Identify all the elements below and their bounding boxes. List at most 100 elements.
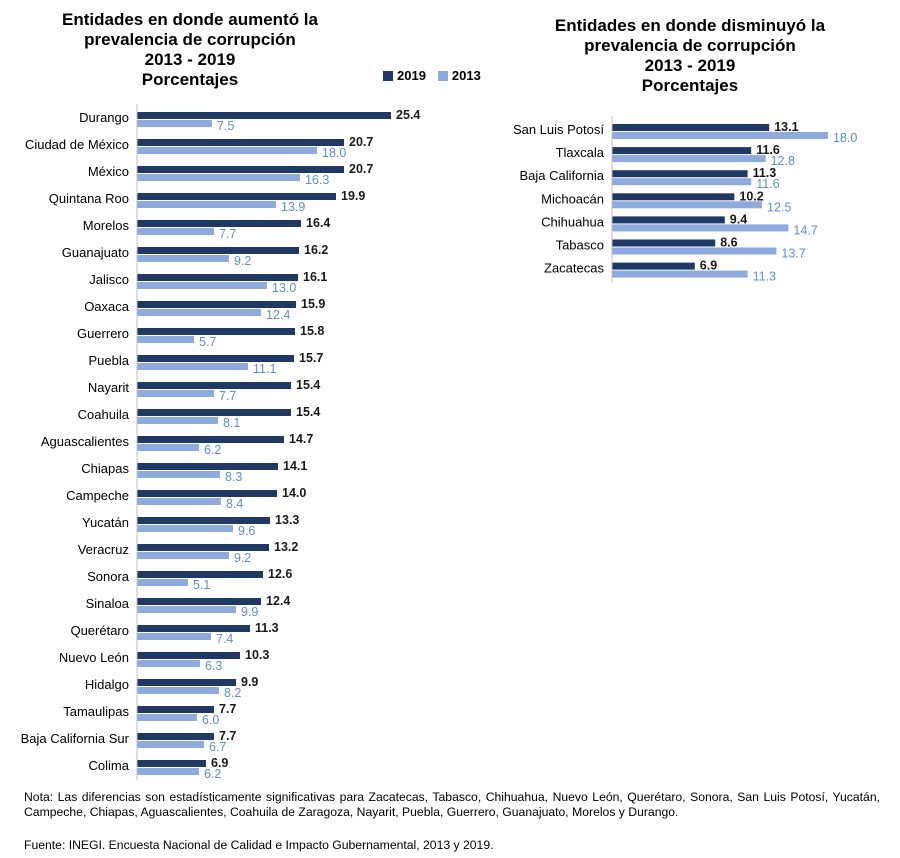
left-chart-value-label-2013: 6.0 bbox=[202, 713, 219, 727]
left-chart-bar-2019 bbox=[137, 436, 284, 443]
left-chart-category-label: Jalisco bbox=[89, 272, 129, 287]
left-chart-value-label-2013: 18.0 bbox=[322, 146, 346, 160]
left-chart-bar-2013 bbox=[137, 633, 211, 640]
left-chart-bar-2019 bbox=[137, 193, 336, 200]
right-chart-bar-2013 bbox=[612, 270, 748, 278]
left-chart-category-label: Puebla bbox=[89, 353, 130, 368]
right-chart-bar-2019 bbox=[612, 170, 748, 178]
right-chart-value-label-2013: 11.6 bbox=[756, 177, 779, 191]
right-chart-value-label-2013: 12.5 bbox=[767, 200, 791, 214]
right-chart-value-label-2013: 12.8 bbox=[771, 154, 795, 168]
right-chart-value-label-2019: 11.3 bbox=[753, 166, 777, 180]
left-chart-value-label-2019: 16.2 bbox=[304, 243, 328, 257]
left-chart-bar-2013 bbox=[137, 471, 220, 478]
left-chart-value-label-2019: 15.4 bbox=[296, 405, 320, 419]
left-chart-value-label-2013: 9.2 bbox=[234, 551, 251, 565]
left-chart-value-label-2019: 7.7 bbox=[219, 702, 236, 716]
left-chart-value-label-2013: 8.1 bbox=[223, 416, 240, 430]
left-chart-category-label: Guerrero bbox=[77, 326, 129, 341]
left-chart-value-label-2013: 5.1 bbox=[193, 578, 210, 592]
right-chart-bar-2019 bbox=[612, 216, 725, 224]
left-chart-category-label: Morelos bbox=[83, 218, 130, 233]
footnote: Nota: Las diferencias son estadísticamen… bbox=[24, 790, 880, 819]
left-chart-bar-2019 bbox=[137, 760, 206, 767]
left-chart-bar-2019 bbox=[137, 625, 250, 632]
left-chart-category-label: Campeche bbox=[66, 488, 129, 503]
left-chart-value-label-2013: 6.3 bbox=[205, 659, 222, 673]
left-chart-bar-2019 bbox=[137, 652, 240, 659]
left-chart-value-label-2013: 16.3 bbox=[305, 173, 329, 187]
left-chart-bar-2013 bbox=[137, 660, 200, 667]
left-chart-bar-2013 bbox=[137, 687, 219, 694]
left-chart-bar-2013 bbox=[137, 714, 197, 721]
left-chart-value-label-2013: 7.7 bbox=[219, 227, 236, 241]
right-title-line-2: prevalencia de corrupción bbox=[584, 36, 796, 55]
legend-label-2013: 2013 bbox=[451, 68, 481, 83]
left-chart-value-label-2019: 19.9 bbox=[341, 189, 365, 203]
right-title-line-3: 2013 - 2019 bbox=[644, 56, 736, 75]
left-chart-category-label: Aguascalientes bbox=[41, 434, 130, 449]
left-chart-value-label-2019: 11.3 bbox=[255, 621, 279, 635]
right-chart-category-label: Chihuahua bbox=[541, 214, 605, 229]
left-chart-category-label: Baja California Sur bbox=[21, 731, 130, 746]
left-chart-bar-2013 bbox=[137, 201, 276, 208]
legend-swatch-2013 bbox=[437, 70, 448, 81]
left-chart-bar-2013 bbox=[137, 174, 300, 181]
left-chart-bar-2013 bbox=[137, 606, 236, 613]
right-chart-bar-2019 bbox=[612, 147, 752, 155]
left-chart-category-label: Guanajuato bbox=[62, 245, 129, 260]
left-chart-bar-2019 bbox=[137, 112, 391, 119]
left-chart-value-label-2019: 15.4 bbox=[296, 378, 320, 392]
left-chart-value-label-2019: 14.7 bbox=[289, 432, 313, 446]
left-chart-category-label: Coahuila bbox=[78, 407, 130, 422]
right-chart-value-label-2013: 18.0 bbox=[833, 131, 857, 145]
left-chart-bar-2019 bbox=[137, 166, 344, 173]
source-note: Fuente: INEGI. Encuesta Nacional de Cali… bbox=[24, 838, 494, 852]
right-chart-bar-2019 bbox=[612, 239, 716, 247]
left-chart-bar-2013 bbox=[137, 768, 199, 775]
left-chart-category-label: Quintana Roo bbox=[49, 191, 129, 206]
left-chart-value-label-2013: 6.2 bbox=[204, 767, 221, 781]
left-chart-bar-2013 bbox=[137, 120, 212, 127]
left-chart-bar-2019 bbox=[137, 544, 269, 551]
legend: 2019 2013 bbox=[383, 68, 489, 83]
left-chart-bar-2013 bbox=[137, 552, 229, 559]
right-chart-value-label-2019: 11.6 bbox=[756, 143, 780, 157]
left-chart-bar-2019 bbox=[137, 463, 278, 470]
right-chart-category-label: San Luis Potosí bbox=[513, 122, 604, 137]
left-chart-bar-2019 bbox=[137, 517, 270, 524]
left-chart-value-label-2013: 6.2 bbox=[204, 443, 221, 457]
left-chart-value-label-2019: 10.3 bbox=[245, 648, 269, 662]
left-chart-category-label: Nayarit bbox=[88, 380, 130, 395]
left-chart-value-label-2013: 12.4 bbox=[266, 308, 290, 322]
left-chart-category-label: Oaxaca bbox=[84, 299, 130, 314]
left-chart-bar-2019 bbox=[137, 328, 295, 335]
left-chart-category-label: Tamaulipas bbox=[63, 704, 129, 719]
right-chart-value-label-2013: 11.3 bbox=[753, 270, 776, 284]
left-chart-value-label-2019: 16.1 bbox=[303, 270, 327, 284]
left-chart-bar-2013 bbox=[137, 741, 204, 748]
left-chart-value-label-2013: 13.0 bbox=[272, 281, 296, 295]
left-chart-value-label-2013: 9.9 bbox=[241, 605, 258, 619]
left-chart-bar-2013 bbox=[137, 498, 221, 505]
right-chart-title: Entidades en donde disminuyó la prevalen… bbox=[535, 16, 845, 96]
left-chart-bar-2013 bbox=[137, 417, 218, 424]
left-chart-value-label-2019: 16.4 bbox=[306, 216, 330, 230]
left-chart-category-label: Sonora bbox=[87, 569, 130, 584]
left-chart-value-label-2019: 15.8 bbox=[300, 324, 324, 338]
left-chart-value-label-2013: 5.7 bbox=[199, 335, 216, 349]
left-chart-value-label-2013: 9.6 bbox=[238, 524, 255, 538]
left-chart-category-label: Chiapas bbox=[81, 461, 129, 476]
right-chart-category-label: Baja California bbox=[519, 168, 604, 183]
left-chart-bar-2019 bbox=[137, 139, 344, 146]
left-chart-category-label: Querétaro bbox=[70, 623, 129, 638]
left-chart-category-label: Durango bbox=[79, 110, 129, 125]
left-chart-category-label: México bbox=[88, 164, 129, 179]
left-title-line-4: Porcentajes bbox=[141, 70, 239, 89]
left-chart-bar-2013 bbox=[137, 282, 267, 289]
right-chart-value-label-2013: 14.7 bbox=[793, 223, 817, 237]
left-chart-bar-2019 bbox=[137, 571, 263, 578]
left-chart-value-label-2019: 13.2 bbox=[274, 540, 298, 554]
left-chart-bar-2013 bbox=[137, 255, 229, 262]
